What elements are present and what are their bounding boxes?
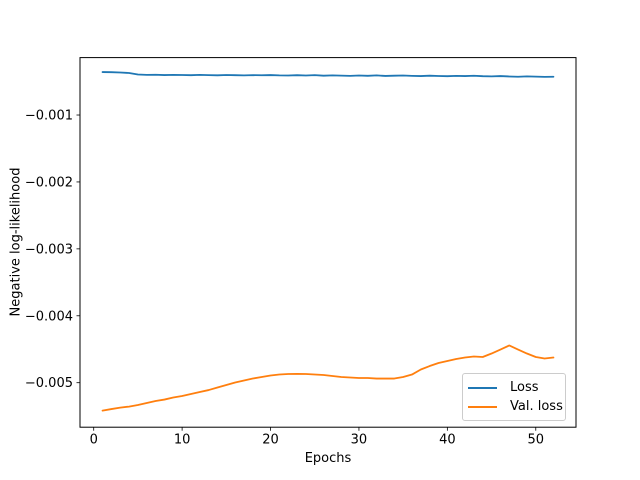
y-tick-label: −0.003 bbox=[25, 242, 73, 257]
y-tick-label: −0.004 bbox=[25, 309, 73, 324]
val-loss-line-swatch bbox=[468, 405, 497, 408]
x-tick-label: 30 bbox=[351, 433, 368, 448]
x-tick-label: 50 bbox=[527, 433, 544, 448]
legend-label-loss: Loss bbox=[510, 380, 539, 395]
loss-line-swatch bbox=[468, 386, 497, 389]
x-tick-label: 10 bbox=[174, 433, 191, 448]
loss-line bbox=[101, 71, 555, 78]
legend-item-val-loss: Val. loss bbox=[468, 397, 563, 416]
legend-item-loss: Loss bbox=[468, 378, 558, 397]
x-tick-label: 20 bbox=[262, 433, 279, 448]
y-tick-label: −0.005 bbox=[25, 376, 73, 391]
y-axis-label: Negative log-likelihood bbox=[8, 167, 24, 317]
x-tick-label: 40 bbox=[439, 433, 456, 448]
y-tick-label: −0.001 bbox=[25, 109, 73, 124]
legend: Loss Val. loss bbox=[462, 373, 566, 421]
legend-label-val-loss: Val. loss bbox=[510, 399, 563, 414]
plot-border bbox=[79, 57, 577, 428]
y-tick-label: −0.002 bbox=[25, 175, 73, 190]
x-tick-label: 0 bbox=[90, 433, 98, 448]
val-loss-line bbox=[101, 344, 555, 412]
x-axis-label: Epochs bbox=[304, 451, 352, 466]
